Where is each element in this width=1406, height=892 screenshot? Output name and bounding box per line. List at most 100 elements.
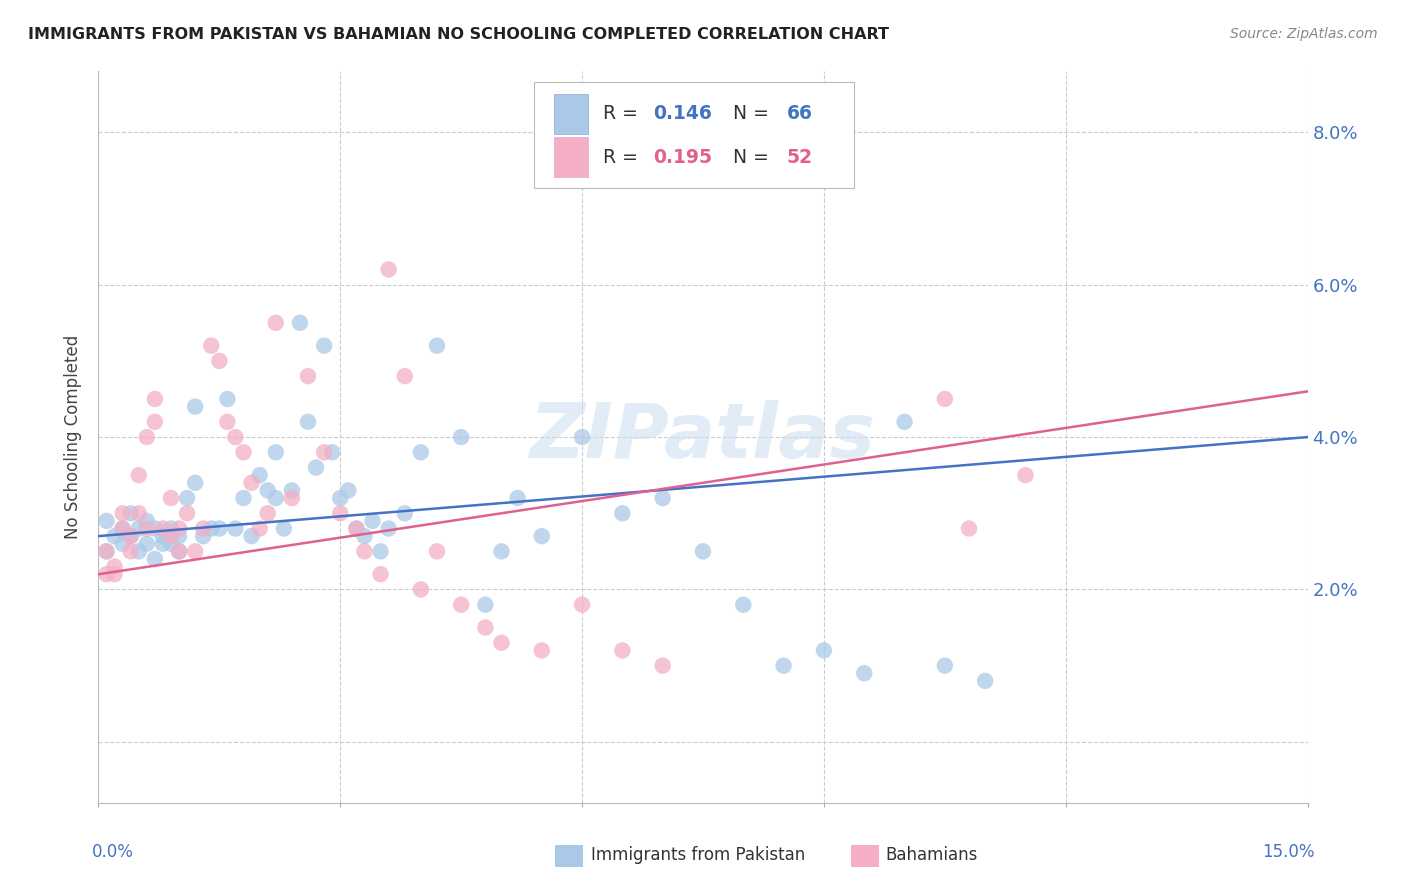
Text: N =: N = bbox=[734, 104, 775, 123]
Text: 0.195: 0.195 bbox=[654, 147, 713, 167]
Point bbox=[377, 521, 399, 535]
Text: Bahamians: Bahamians bbox=[886, 846, 979, 863]
FancyBboxPatch shape bbox=[554, 137, 588, 178]
Text: 0.146: 0.146 bbox=[654, 104, 713, 123]
Text: 15.0%: 15.0% bbox=[1263, 843, 1315, 861]
Point bbox=[288, 316, 311, 330]
Point bbox=[273, 521, 295, 535]
Point bbox=[491, 544, 513, 558]
Point bbox=[160, 529, 183, 543]
Point bbox=[772, 658, 794, 673]
Point bbox=[281, 483, 304, 498]
Point bbox=[193, 521, 215, 535]
Point bbox=[409, 445, 432, 459]
Point bbox=[733, 598, 755, 612]
Point bbox=[160, 537, 183, 551]
Point bbox=[120, 506, 142, 520]
Point bbox=[176, 491, 198, 505]
Point bbox=[530, 643, 553, 657]
Point bbox=[96, 514, 118, 528]
Point bbox=[103, 559, 125, 574]
Point bbox=[305, 460, 328, 475]
Point bbox=[264, 445, 287, 459]
Point bbox=[692, 544, 714, 558]
Point bbox=[314, 445, 336, 459]
Point bbox=[353, 529, 375, 543]
Point bbox=[184, 400, 207, 414]
Point bbox=[120, 529, 142, 543]
Point bbox=[176, 506, 198, 520]
Point bbox=[152, 537, 174, 551]
Point bbox=[103, 529, 125, 543]
Point bbox=[96, 544, 118, 558]
Point bbox=[120, 529, 142, 543]
Y-axis label: No Schooling Completed: No Schooling Completed bbox=[65, 335, 83, 539]
Text: 52: 52 bbox=[786, 147, 813, 167]
Point bbox=[103, 567, 125, 582]
Point bbox=[426, 339, 449, 353]
Point bbox=[329, 491, 352, 505]
Point bbox=[240, 475, 263, 490]
Point bbox=[111, 537, 134, 551]
Point bbox=[813, 643, 835, 657]
Point bbox=[135, 430, 157, 444]
Point bbox=[853, 666, 876, 681]
Text: IMMIGRANTS FROM PAKISTAN VS BAHAMIAN NO SCHOOLING COMPLETED CORRELATION CHART: IMMIGRANTS FROM PAKISTAN VS BAHAMIAN NO … bbox=[28, 27, 889, 42]
Point bbox=[474, 621, 496, 635]
Point bbox=[409, 582, 432, 597]
Text: Immigrants from Pakistan: Immigrants from Pakistan bbox=[591, 846, 804, 863]
Text: N =: N = bbox=[734, 147, 775, 167]
Point bbox=[281, 491, 304, 505]
Point bbox=[612, 643, 634, 657]
Point bbox=[329, 506, 352, 520]
Point bbox=[893, 415, 915, 429]
Point bbox=[934, 658, 956, 673]
Point bbox=[208, 354, 231, 368]
Point bbox=[128, 468, 150, 483]
Point bbox=[184, 544, 207, 558]
Point bbox=[651, 658, 673, 673]
Point bbox=[297, 415, 319, 429]
Point bbox=[224, 521, 246, 535]
Point bbox=[321, 445, 343, 459]
Text: R =: R = bbox=[603, 104, 644, 123]
Point bbox=[152, 529, 174, 543]
Point bbox=[934, 392, 956, 406]
Point bbox=[184, 475, 207, 490]
Point bbox=[353, 544, 375, 558]
Point bbox=[128, 544, 150, 558]
Point bbox=[370, 544, 392, 558]
Point bbox=[426, 544, 449, 558]
Point bbox=[249, 468, 271, 483]
Point bbox=[232, 491, 254, 505]
Point bbox=[152, 521, 174, 535]
Point bbox=[530, 529, 553, 543]
Point bbox=[224, 430, 246, 444]
Point bbox=[370, 567, 392, 582]
Point bbox=[571, 430, 593, 444]
Point bbox=[450, 598, 472, 612]
Point bbox=[249, 521, 271, 535]
Point bbox=[167, 544, 190, 558]
Text: 66: 66 bbox=[786, 104, 813, 123]
Point bbox=[96, 567, 118, 582]
Point bbox=[160, 521, 183, 535]
Point bbox=[167, 521, 190, 535]
Point bbox=[128, 521, 150, 535]
Point bbox=[612, 506, 634, 520]
Point bbox=[651, 491, 673, 505]
Point bbox=[314, 339, 336, 353]
Point bbox=[111, 521, 134, 535]
Text: ZIPatlas: ZIPatlas bbox=[530, 401, 876, 474]
Point bbox=[337, 483, 360, 498]
Point bbox=[160, 491, 183, 505]
Point bbox=[232, 445, 254, 459]
Point bbox=[135, 537, 157, 551]
Point bbox=[217, 415, 239, 429]
Point bbox=[135, 514, 157, 528]
Point bbox=[111, 506, 134, 520]
Point bbox=[143, 392, 166, 406]
Point bbox=[217, 392, 239, 406]
Point bbox=[193, 529, 215, 543]
Point bbox=[361, 514, 384, 528]
